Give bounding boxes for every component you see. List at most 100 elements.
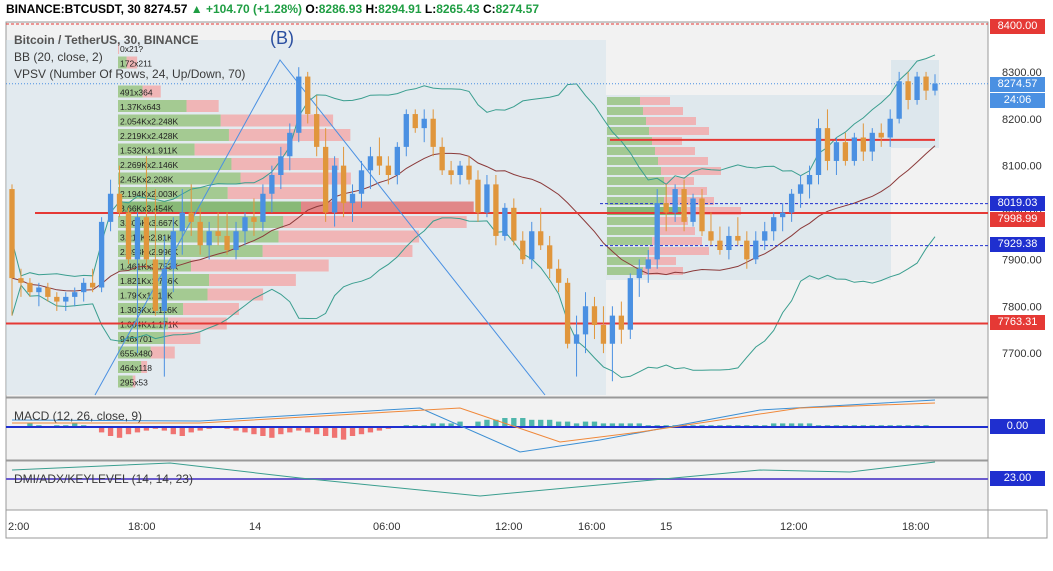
candle-body <box>439 146 445 171</box>
vp-down-bar <box>231 158 339 170</box>
candle-body <box>81 282 87 293</box>
candle-body <box>717 240 723 250</box>
candle-body <box>555 268 562 283</box>
candle-body <box>815 128 822 175</box>
main-series-legend[interactable]: Bitcoin / TetherUS, 30, BINANCE <box>14 33 199 47</box>
candle-body <box>618 315 625 330</box>
macd-hist-bar <box>520 418 526 427</box>
candle-body <box>833 142 840 161</box>
macd-hist-bar <box>564 421 571 427</box>
candle-body <box>260 193 266 222</box>
bb-legend[interactable]: BB (20, close, 2) <box>14 50 103 64</box>
vp-down-bar <box>227 187 328 199</box>
vp-down-bar <box>207 288 264 301</box>
time-tick-label: 18:00 <box>128 521 156 533</box>
candle-body <box>681 189 687 222</box>
macd-hist-bar <box>161 427 168 431</box>
vp-bar-label: 1.303Kx1.116K <box>120 305 178 315</box>
price-tag-top: 8400.00 <box>990 19 1045 34</box>
candle-body <box>699 198 705 232</box>
symbol-label: BINANCE:BTCUSDT, 30 <box>6 2 141 16</box>
vp-mid-down-bar <box>643 267 683 275</box>
macd-hist-bar <box>788 423 795 427</box>
vp-bar-label: 2.269Kx2.146K <box>120 160 178 170</box>
vp-down-bar <box>141 361 148 373</box>
time-tick-label: 06:00 <box>373 521 401 533</box>
macd-hist-bar <box>600 423 607 427</box>
vp-down-bar <box>132 375 136 388</box>
macd-hist-bar <box>27 423 33 427</box>
vp-bar-label: 655x480 <box>120 349 153 359</box>
vp-mid-up-bar <box>607 187 667 195</box>
adx-line <box>11 461 936 497</box>
candle-body <box>672 189 678 213</box>
vp-mid-down-bar <box>655 147 695 155</box>
macd-hist-bar <box>636 423 642 427</box>
vp-mid-down-bar <box>658 217 688 225</box>
macd-line <box>11 399 936 453</box>
high-label: H: <box>365 2 379 16</box>
vp-up-bar <box>118 375 133 388</box>
candle-body <box>89 282 96 288</box>
vp-down-bar <box>118 42 120 54</box>
vp-mid-up-bar <box>607 127 649 135</box>
candle-body <box>779 212 786 218</box>
vp-up-bar <box>118 332 166 344</box>
macd-hist-bar <box>98 427 105 433</box>
vpsv-legend[interactable]: VPSV (Number Of Rows, 24, Up/Down, 70) <box>14 67 246 81</box>
time-tick-label: 12:00 <box>780 521 808 533</box>
macd-hist-bar <box>251 427 257 435</box>
vp-down-bar <box>150 346 175 359</box>
candle-body <box>179 212 185 232</box>
dmi-legend[interactable]: DMI/ADX/KEYLEVEL (14, 14, 23) <box>14 472 193 486</box>
vp-bar-label: 491x364 <box>120 88 153 98</box>
macd-hist-bar <box>287 427 293 433</box>
macd-hist-bar <box>340 427 347 440</box>
macd-legend[interactable]: MACD (12, 26, close, 9) <box>14 409 143 423</box>
candle-body <box>735 235 741 241</box>
vp-down-bar <box>126 56 138 69</box>
candle-body <box>493 184 499 236</box>
vp-mid-down-bar <box>655 227 695 235</box>
candle-body <box>502 207 508 236</box>
vp-up-bar <box>118 201 301 214</box>
candle-body <box>27 282 33 293</box>
candle-body <box>331 165 338 213</box>
candle-body <box>609 315 616 344</box>
macd-hist-bar <box>305 427 311 433</box>
macd-hist-bar <box>430 423 436 427</box>
vp-mid-up-bar <box>607 157 658 165</box>
vp-mid-down-bar <box>661 167 721 175</box>
vp-mid-up-bar <box>607 257 646 265</box>
candle-body <box>582 306 589 335</box>
macd-hist-bar <box>358 427 365 435</box>
macd-hist-bar <box>188 427 194 433</box>
vp-down-bar <box>209 274 296 286</box>
price-tag-lower: 7929.38 <box>990 237 1045 252</box>
macd-hist-bar <box>771 423 777 427</box>
vp-down-bar <box>165 332 201 344</box>
vp-up-bar <box>118 129 229 141</box>
macd-hist-bar <box>134 427 141 433</box>
price-tag-low: 7763.31 <box>990 315 1045 330</box>
vp-down-bar <box>278 230 420 243</box>
macd-hist-bar <box>314 427 320 435</box>
candle-body <box>143 217 150 260</box>
candle-body <box>358 170 365 194</box>
candle-body <box>511 207 517 241</box>
candle-body <box>573 334 580 344</box>
vp-mid-down-bar <box>667 187 707 195</box>
candle-body <box>134 217 141 260</box>
candle-body <box>72 292 78 297</box>
candle-body <box>726 235 732 250</box>
macd-hist-bar <box>475 421 481 427</box>
candle-body <box>484 184 490 213</box>
candle-body <box>896 81 902 119</box>
candle-body <box>152 259 159 311</box>
macd-pane <box>5 397 989 461</box>
vp-mid-up-bar <box>607 167 661 175</box>
vp-mid-down-bar <box>649 247 709 255</box>
macd-hist-bar <box>439 423 445 427</box>
open-label: O: <box>305 2 319 16</box>
